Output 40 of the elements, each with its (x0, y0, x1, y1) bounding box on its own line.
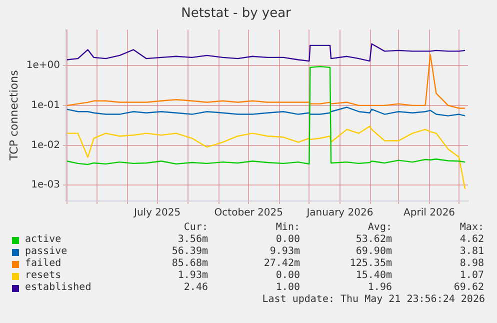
text: 1.07 (458, 270, 484, 282)
text: 8.98 (458, 258, 484, 270)
y-tick-label: 1e-03 (31, 180, 60, 191)
text: 53.62m (354, 234, 392, 246)
text: 2.46 (182, 282, 208, 294)
text: 1.93m (176, 270, 208, 282)
y-tick-label: 1e-01 (31, 100, 60, 112)
x-tick-label: October 2025 (214, 208, 283, 219)
x-tick-label: January 2026 (306, 208, 374, 219)
legend-label: active (25, 234, 62, 246)
text: 69.90m (354, 246, 392, 258)
text: 1.00 (274, 282, 300, 294)
text: 15.40m (354, 270, 392, 282)
text: Avg: (366, 222, 392, 234)
legend-label: passive (25, 246, 68, 258)
x-tick-label: July 2025 (133, 208, 181, 219)
text: 56.39m (170, 246, 208, 258)
y-tick-label: 1e-02 (31, 140, 60, 151)
y-tick-label: 1e+00 (26, 60, 60, 72)
text: Cur: (182, 222, 208, 234)
legend-label: resets (25, 270, 62, 282)
text: 3.81 (458, 246, 484, 258)
text: 9.93m (268, 246, 300, 258)
text: 3.56m (176, 234, 208, 246)
text: Last update: Thu May 21 23:56:24 2026 (261, 294, 486, 306)
text: Max: (458, 222, 484, 234)
text: 0.00 (274, 234, 300, 246)
legend-label: failed (25, 258, 62, 270)
text: 69.62 (452, 282, 484, 294)
x-tick-label: April 2026 (404, 208, 456, 219)
text: 27.42m (262, 258, 300, 270)
chart-title: Netstat - by year (181, 6, 292, 22)
text: 1.96 (366, 282, 392, 294)
text: 125.35m (348, 258, 392, 270)
text: 0.00 (274, 270, 300, 282)
text: 85.68m (170, 258, 208, 270)
y-axis-title: TCP connections (7, 70, 20, 162)
text: Min: (274, 222, 300, 234)
legend-label: established (25, 282, 92, 294)
text: 4.62 (458, 234, 484, 246)
